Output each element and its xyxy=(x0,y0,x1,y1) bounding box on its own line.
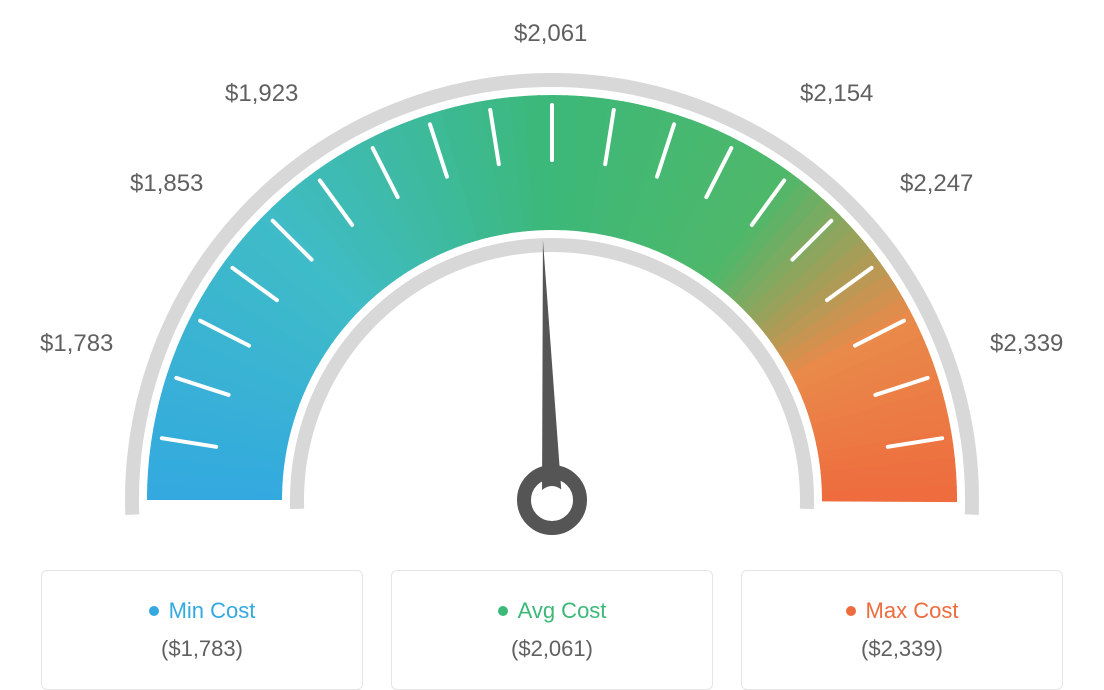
legend-card-max: Max Cost ($2,339) xyxy=(741,570,1063,690)
gauge-tick-label: $1,923 xyxy=(225,80,298,108)
gauge-tick-label: $1,783 xyxy=(40,330,113,358)
legend-avg-value: ($2,061) xyxy=(511,636,593,662)
legend-max-title: Max Cost xyxy=(866,598,959,624)
gauge-tick-label: $1,853 xyxy=(130,170,203,198)
legend-min-title-row: Min Cost xyxy=(149,598,256,624)
legend-max-title-row: Max Cost xyxy=(846,598,959,624)
legend-row: Min Cost ($1,783) Avg Cost ($2,061) Max … xyxy=(0,570,1104,690)
gauge-tick-label: $2,061 xyxy=(514,20,587,48)
legend-min-value: ($1,783) xyxy=(161,636,243,662)
legend-card-avg: Avg Cost ($2,061) xyxy=(391,570,713,690)
gauge-tick-label: $2,154 xyxy=(800,80,873,108)
legend-min-dot xyxy=(149,606,159,616)
legend-max-value: ($2,339) xyxy=(861,636,943,662)
gauge-svg xyxy=(0,0,1104,546)
gauge-needle xyxy=(542,240,562,500)
legend-min-title: Min Cost xyxy=(169,598,256,624)
gauge-tick-label: $2,247 xyxy=(900,170,973,198)
cost-gauge: $1,783 $1,853 $1,923 $2,061 $2,154 $2,247 $2,3… xyxy=(0,0,1104,546)
legend-max-dot xyxy=(846,606,856,616)
legend-avg-title-row: Avg Cost xyxy=(498,598,607,624)
legend-avg-title: Avg Cost xyxy=(518,598,607,624)
gauge-tick-label: $2,339 xyxy=(990,330,1063,358)
legend-card-min: Min Cost ($1,783) xyxy=(41,570,363,690)
legend-avg-dot xyxy=(498,606,508,616)
